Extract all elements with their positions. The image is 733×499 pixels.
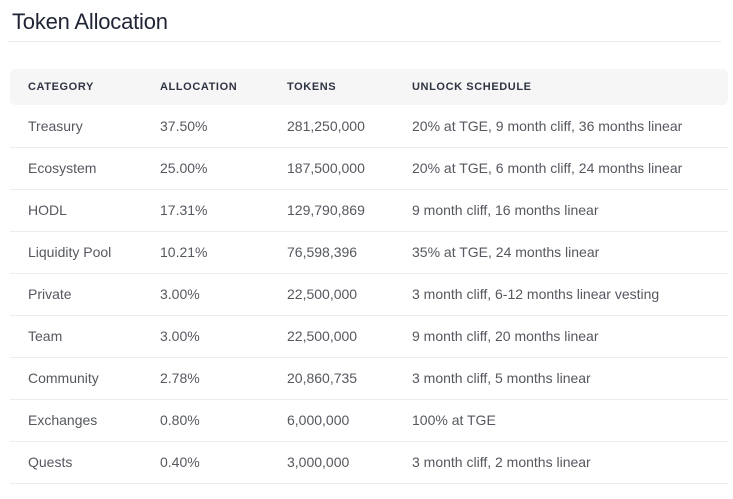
cell-unlock-schedule: 3 month cliff, 5 months linear — [412, 370, 591, 386]
cell-allocation: 0.80% — [160, 412, 200, 428]
cell-tokens: 3,000,000 — [287, 454, 350, 470]
table-row: Private 3.00% 22,500,000 3 month cliff, 6-1… — [10, 273, 728, 315]
table-row: Liquidity Pool 10.21% 76,598,396 35% at TGE… — [10, 231, 728, 273]
cell-category: Quests — [28, 454, 73, 470]
cell-tokens: 76,598,396 — [287, 244, 358, 260]
cell-tokens: 22,500,000 — [287, 328, 358, 344]
table-row: HODL 17.31% 129,790,869 9 month cliff, 16 m… — [10, 189, 728, 231]
cell-tokens: 187,500,000 — [287, 160, 365, 176]
page-title: Token Allocation — [12, 9, 168, 34]
cell-category: Team — [28, 328, 63, 344]
cell-unlock-schedule: 9 month cliff, 16 months linear — [412, 202, 599, 218]
cell-tokens: 281,250,000 — [287, 117, 365, 134]
cell-unlock-schedule: 100% at TGE — [412, 412, 496, 428]
column-header-category: CATEGORY — [28, 81, 94, 93]
cell-allocation: 25.00% — [160, 160, 208, 176]
cell-category: Private — [28, 286, 72, 302]
cell-allocation: 2.78% — [160, 370, 200, 386]
cell-unlock-schedule: 9 month cliff, 20 months linear — [412, 328, 599, 344]
table-header: CATEGORY ALLOCATION TOKENS UNLOCK SCHEDU… — [10, 69, 728, 105]
table-row: Community 2.78% 20,860,735 3 month cliff, 5… — [10, 357, 728, 399]
table-row: Treasury 37.50% 281,250,000 20% at TGE, 9 m… — [10, 105, 728, 147]
cell-category: Treasury — [28, 117, 83, 134]
table-row: Exchanges 0.80% 6,000,000 100% at TGE — [10, 399, 728, 441]
column-header-allocation: ALLOCATION — [160, 81, 238, 93]
cell-allocation: 10.21% — [160, 244, 208, 260]
table-header-row: CATEGORY ALLOCATION TOKENS UNLOCK SCHEDU… — [10, 69, 728, 105]
cell-unlock-schedule: 3 month cliff, 6-12 months linear vestin… — [412, 286, 660, 302]
cell-category: Ecosystem — [28, 160, 97, 176]
column-header-tokens: TOKENS — [287, 81, 337, 93]
cell-category: Liquidity Pool — [28, 244, 112, 260]
cell-unlock-schedule: 20% at TGE, 6 month cliff, 24 months lin… — [412, 160, 683, 176]
cell-allocation: 37.50% — [160, 117, 208, 134]
cell-allocation: 3.00% — [160, 286, 200, 302]
cell-allocation: 0.40% — [160, 454, 200, 470]
cell-unlock-schedule: 3 month cliff, 2 months linear — [412, 454, 591, 470]
cell-allocation: 17.31% — [160, 202, 208, 218]
token-allocation-table: CATEGORY ALLOCATION TOKENS UNLOCK SCHEDU… — [10, 69, 728, 484]
cell-unlock-schedule: 20% at TGE, 9 month cliff, 36 months lin… — [412, 117, 683, 134]
cell-tokens: 22,500,000 — [287, 286, 358, 302]
table-row: Quests 0.40% 3,000,000 3 month cliff, 2 mon… — [10, 441, 728, 483]
cell-unlock-schedule: 35% at TGE, 24 months linear — [412, 244, 600, 260]
cell-tokens: 129,790,869 — [287, 202, 365, 218]
cell-category: Community — [28, 370, 99, 386]
table-row: Ecosystem 25.00% 187,500,000 20% at TGE, 6 … — [10, 147, 728, 189]
title-divider — [8, 41, 721, 42]
cell-tokens: 20,860,735 — [287, 370, 358, 386]
column-header-unlock-schedule: UNLOCK SCHEDULE — [412, 81, 532, 93]
cell-tokens: 6,000,000 — [287, 412, 350, 428]
cell-allocation: 3.00% — [160, 328, 200, 344]
cell-category: Exchanges — [28, 412, 98, 428]
table-body: Treasury 37.50% 281,250,000 20% at TGE, 9 m… — [10, 105, 728, 483]
cell-category: HODL — [28, 202, 67, 218]
table-row: Team 3.00% 22,500,000 9 month cliff, 20 mon… — [10, 315, 728, 357]
